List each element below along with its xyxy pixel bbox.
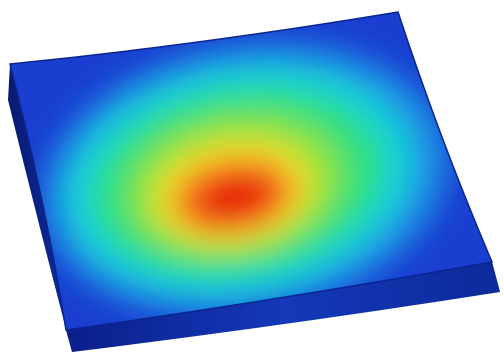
left-face bbox=[8, 64, 72, 352]
surface-edge bbox=[9, 11, 494, 331]
front-face bbox=[66, 262, 500, 352]
heat-band bbox=[195, 173, 275, 223]
